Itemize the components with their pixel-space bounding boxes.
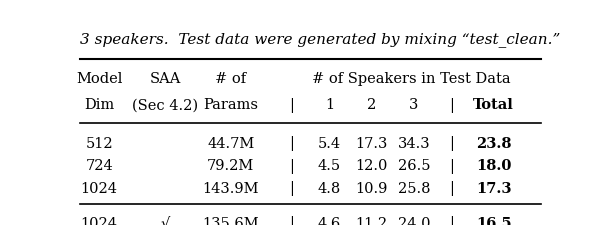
- Text: 4.6: 4.6: [318, 216, 341, 225]
- Text: 4.8: 4.8: [318, 181, 341, 195]
- Text: 11.2: 11.2: [356, 216, 388, 225]
- Text: 17.3: 17.3: [476, 181, 511, 195]
- Text: 5.4: 5.4: [318, 136, 341, 150]
- Text: 4.5: 4.5: [318, 159, 341, 173]
- Text: |: |: [449, 215, 454, 225]
- Text: 10.9: 10.9: [356, 181, 388, 195]
- Text: |: |: [289, 215, 295, 225]
- Text: (Sec 4.2): (Sec 4.2): [132, 98, 198, 112]
- Text: 79.2M: 79.2M: [207, 159, 255, 173]
- Text: 1024: 1024: [81, 216, 118, 225]
- Text: # of: # of: [215, 72, 246, 86]
- Text: Model: Model: [76, 72, 122, 86]
- Text: 1024: 1024: [81, 181, 118, 195]
- Text: 12.0: 12.0: [356, 159, 388, 173]
- Text: 3: 3: [409, 98, 419, 112]
- Text: 44.7M: 44.7M: [207, 136, 255, 150]
- Text: |: |: [449, 97, 454, 112]
- Text: √: √: [161, 216, 170, 225]
- Text: 135.6M: 135.6M: [202, 216, 259, 225]
- Text: 1: 1: [325, 98, 334, 112]
- Text: |: |: [289, 97, 295, 112]
- Text: 724: 724: [85, 159, 113, 173]
- Text: 17.3: 17.3: [356, 136, 388, 150]
- Text: # of Speakers in Test Data: # of Speakers in Test Data: [312, 72, 511, 86]
- Text: 512: 512: [85, 136, 113, 150]
- Text: SAA: SAA: [149, 72, 181, 86]
- Text: 23.8: 23.8: [476, 136, 511, 150]
- Text: 143.9M: 143.9M: [202, 181, 259, 195]
- Text: Dim: Dim: [84, 98, 115, 112]
- Text: Params: Params: [203, 98, 258, 112]
- Text: 3 speakers.  Test data were generated by mixing “test_clean.”: 3 speakers. Test data were generated by …: [81, 32, 561, 47]
- Text: 24.0: 24.0: [398, 216, 430, 225]
- Text: 34.3: 34.3: [398, 136, 430, 150]
- Text: |: |: [289, 136, 295, 151]
- Text: Total: Total: [473, 98, 514, 112]
- Text: 25.8: 25.8: [398, 181, 430, 195]
- Text: 2: 2: [367, 98, 376, 112]
- Text: |: |: [289, 158, 295, 173]
- Text: |: |: [449, 158, 454, 173]
- Text: |: |: [289, 181, 295, 196]
- Text: 16.5: 16.5: [476, 216, 511, 225]
- Text: 18.0: 18.0: [476, 159, 511, 173]
- Text: |: |: [449, 136, 454, 151]
- Text: 26.5: 26.5: [398, 159, 430, 173]
- Text: |: |: [449, 181, 454, 196]
